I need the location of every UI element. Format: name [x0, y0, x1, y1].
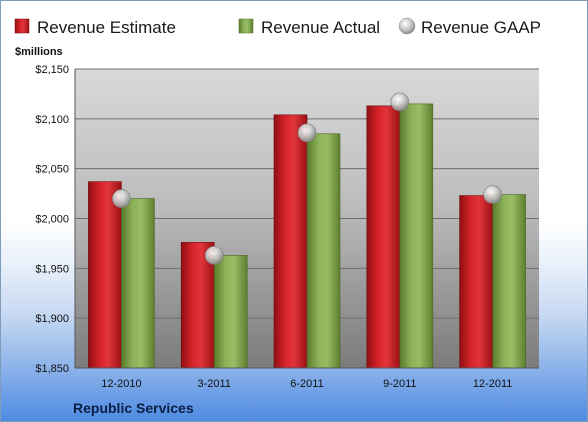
marker-revenue-gaap: [297, 123, 317, 143]
x-axis-tick-labels: 12-2010 3-2011 6-2011 9-2011 12-2011: [101, 378, 512, 390]
marker-revenue-gaap: [390, 92, 410, 112]
marker-revenue-gaap: [112, 189, 131, 208]
x-tick-label: 12-2010: [101, 378, 141, 390]
company-name: Republic Services: [73, 400, 194, 416]
y-tick-label: $2,150: [35, 64, 69, 76]
legend-marker-revenue-gaap: [398, 17, 416, 35]
bar-revenue-estimate: [459, 195, 493, 369]
bar-revenue-estimate: [273, 114, 308, 369]
y-tick-label: $2,000: [35, 214, 69, 226]
legend-swatch-revenue-actual: [238, 18, 254, 34]
y-tick-label: $1,850: [35, 363, 69, 375]
bar-revenue-actual: [492, 194, 526, 369]
x-tick-label: 6-2011: [290, 378, 323, 390]
x-tick-label: 9-2011: [383, 378, 416, 390]
x-tick-label: 12-2011: [473, 378, 513, 390]
bar-revenue-actual: [399, 103, 434, 369]
bar-revenue-estimate: [88, 181, 122, 369]
marker-revenue-gaap: [483, 185, 502, 204]
y-tick-label: $2,050: [35, 164, 69, 176]
legend-label-revenue-actual: Revenue Actual: [261, 18, 380, 37]
x-tick-label: 3-2011: [197, 378, 230, 390]
bar-revenue-actual: [213, 255, 248, 369]
bar-revenue-actual: [306, 133, 341, 369]
y-axis-tick-labels: $1,850 $1,900 $1,950 $2,000 $2,050 $2,100 $2,1…: [35, 64, 69, 375]
bars: [88, 103, 526, 369]
legend: Revenue Estimate Revenue Actual Revenue …: [14, 17, 541, 37]
legend-label-revenue-estimate: Revenue Estimate: [37, 18, 176, 37]
bar-revenue-estimate: [366, 105, 401, 369]
y-tick-label: $1,900: [35, 313, 69, 325]
y-axis-unit-label: $millions: [15, 46, 63, 58]
legend-label-revenue-gaap: Revenue GAAP: [421, 18, 541, 37]
legend-swatch-revenue-estimate: [14, 18, 30, 34]
bar-revenue-actual: [121, 198, 155, 369]
y-tick-label: $1,950: [35, 263, 69, 275]
y-tick-label: $2,100: [35, 114, 69, 126]
marker-revenue-gaap: [204, 246, 224, 265]
gaap-markers: [112, 92, 502, 265]
